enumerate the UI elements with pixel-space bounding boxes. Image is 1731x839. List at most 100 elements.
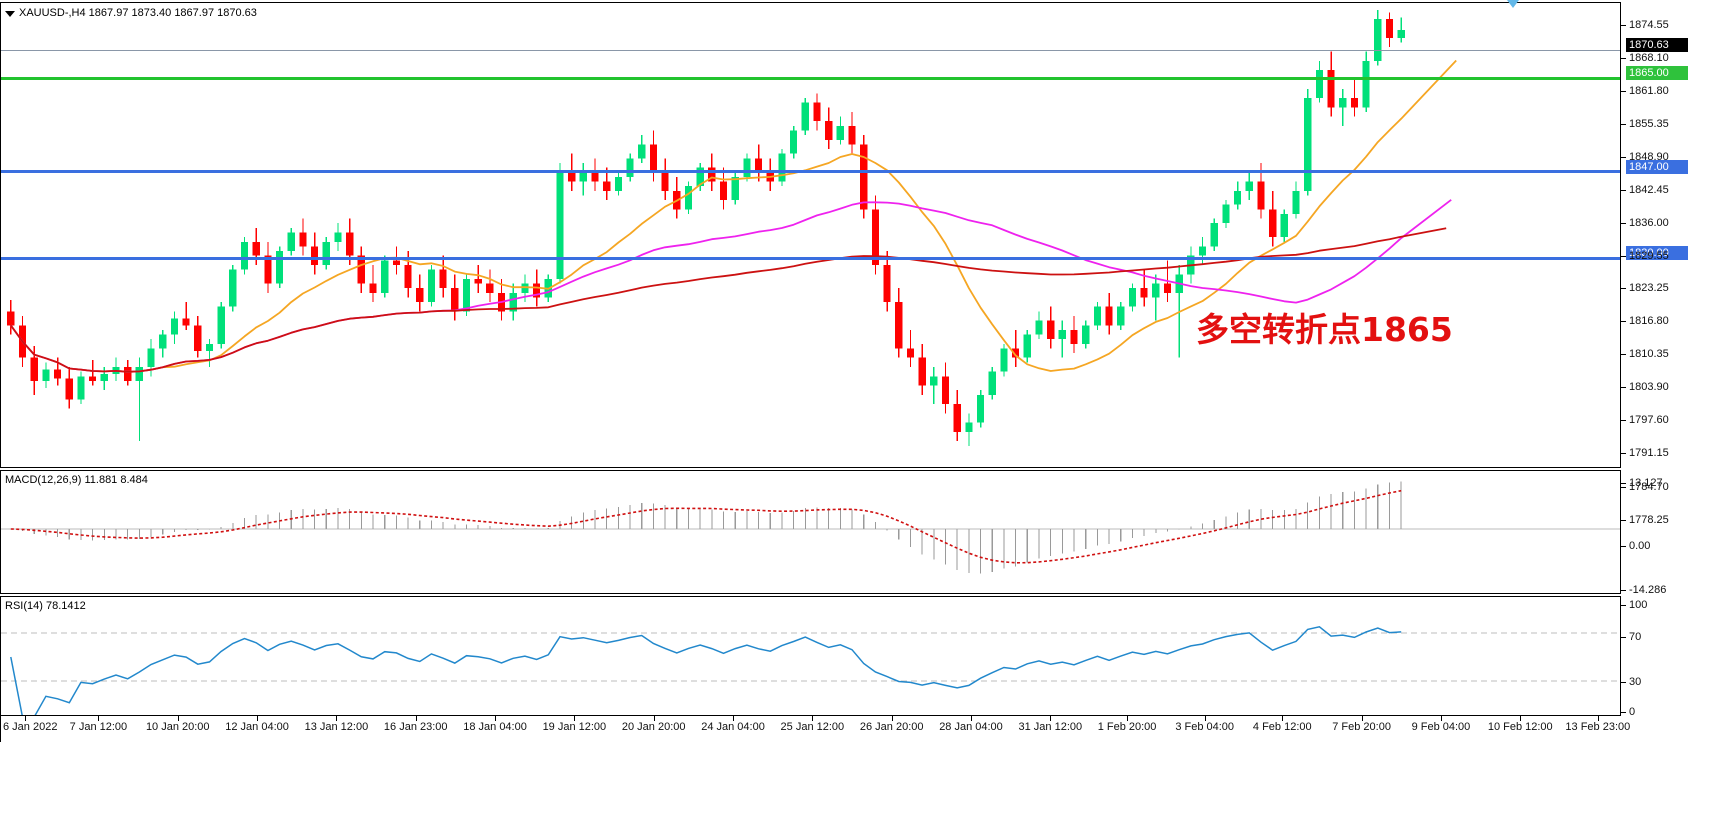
price-axis-label: 1810.35 xyxy=(1629,348,1669,360)
rsi-plot-area[interactable] xyxy=(1,597,1620,715)
time-axis-label: 20 Jan 20:00 xyxy=(621,721,686,733)
price-axis-tag: 1865.00 xyxy=(1626,66,1688,80)
price-axis-label: 1874.55 xyxy=(1629,19,1669,31)
axis-tick xyxy=(1621,483,1626,484)
price-axis-label: 13.127 xyxy=(1629,477,1663,489)
time-axis-label: 9 Feb 04:00 xyxy=(1411,721,1471,733)
time-axis-label: 24 Jan 04:00 xyxy=(701,721,765,733)
axis-tick xyxy=(1621,420,1626,421)
axis-tick xyxy=(1621,487,1626,488)
time-axis-tick xyxy=(733,716,735,721)
time-axis-tick xyxy=(812,716,814,721)
time-axis-tick xyxy=(495,716,497,721)
time-axis-tick xyxy=(25,716,27,721)
axis-tick xyxy=(1621,387,1626,388)
axis-tick xyxy=(1621,637,1626,638)
time-axis-label: 3 Feb 04:00 xyxy=(1175,721,1235,733)
price-axis-label: 1868.10 xyxy=(1629,52,1669,64)
cursor-marker-icon xyxy=(1507,0,1519,8)
time-axis-label: 12 Jan 04:00 xyxy=(225,721,289,733)
price-axis-label: 1836.00 xyxy=(1629,217,1669,229)
time-axis-label: 7 Jan 12:00 xyxy=(69,721,128,733)
price-level-line-1847[interactable] xyxy=(1,170,1620,173)
time-axis-tick xyxy=(1520,716,1522,721)
time-axis-tick xyxy=(1127,716,1129,721)
price-axis-label: 30 xyxy=(1629,676,1642,688)
time-axis-tick xyxy=(1282,716,1284,721)
time-axis-tick xyxy=(891,716,893,721)
time-axis-label: 13 Jan 12:00 xyxy=(304,721,369,733)
time-axis-tick xyxy=(653,716,655,721)
price-axis-label: 1816.80 xyxy=(1629,315,1669,327)
time-axis-label: 7 Feb 20:00 xyxy=(1332,721,1391,733)
axis-tick xyxy=(1621,546,1626,547)
time-axis-tick xyxy=(1204,716,1206,721)
axis-tick xyxy=(1621,354,1626,355)
price-axis-tag: 1847.00 xyxy=(1626,160,1688,174)
price-axis-label: 1791.15 xyxy=(1629,447,1669,459)
price-axis-label: -14.286 xyxy=(1629,584,1667,596)
price-chart-panel[interactable]: XAUUSD-,H4 1867.97 1873.40 1867.97 1870.… xyxy=(0,2,1621,468)
bottom-blank-strip xyxy=(0,742,1731,839)
vertical-price-axis[interactable]: 1874.55 1870.63 1868.10 1865.00 1861.80 1855.… xyxy=(1621,0,1731,839)
price-level-line-1830[interactable] xyxy=(1,257,1620,260)
price-axis-label: 1803.90 xyxy=(1629,381,1669,393)
time-axis-tick xyxy=(98,716,100,721)
axis-tick xyxy=(1621,124,1626,125)
time-axis-label: 1 Feb 20:00 xyxy=(1097,721,1157,733)
time-axis-label: 28 Jan 04:00 xyxy=(939,721,1003,733)
time-axis-tick xyxy=(1440,716,1442,721)
time-axis-label: 26 Jan 20:00 xyxy=(859,721,924,733)
price-axis-label: 1784.70 xyxy=(1629,481,1669,493)
axis-tick xyxy=(1621,91,1626,92)
price-axis-label: 1842.45 xyxy=(1629,184,1669,196)
price-axis-tag: 1870.63 xyxy=(1626,38,1688,52)
time-axis-label: 13 Feb 23:00 xyxy=(1565,721,1631,733)
axis-tick xyxy=(1621,712,1626,713)
time-axis-tick xyxy=(574,716,576,721)
time-axis-label: 16 Jan 23:00 xyxy=(383,721,448,733)
time-axis-label: 31 Jan 12:00 xyxy=(1018,721,1083,733)
time-axis-label: 6 Jan 2022 xyxy=(3,721,58,733)
time-axis-tick xyxy=(1361,716,1363,721)
macd-series-svg xyxy=(1,481,1620,574)
macd-panel[interactable]: MACD(12,26,9) 11.881 8.484 xyxy=(0,470,1621,594)
price-axis-label: 0 xyxy=(1629,706,1636,718)
axis-tick xyxy=(1621,288,1626,289)
time-axis-tick xyxy=(257,716,259,721)
price-axis-label: 1861.80 xyxy=(1629,85,1669,97)
price-axis-label: 1778.25 xyxy=(1629,514,1669,526)
macd-plot-area[interactable] xyxy=(1,471,1620,593)
axis-tick xyxy=(1621,590,1626,591)
symbol-header: XAUUSD-,H4 1867.97 1873.40 1867.97 1870.… xyxy=(5,7,257,19)
price-level-line-current[interactable] xyxy=(1,50,1620,51)
price-axis-label: 1797.60 xyxy=(1629,414,1669,426)
axis-tick xyxy=(1621,157,1626,158)
rsi-series-svg xyxy=(1,625,1620,715)
time-axis-label: 25 Jan 12:00 xyxy=(780,721,845,733)
horizontal-time-axis[interactable]: 6 Jan 2022 7 Jan 12:00 10 Jan 20:00 12 Jan … xyxy=(0,716,1630,742)
time-axis-label: 10 Feb 12:00 xyxy=(1487,721,1553,733)
time-axis-tick xyxy=(415,716,417,721)
axis-tick xyxy=(1621,190,1626,191)
price-axis-label: 70 xyxy=(1629,631,1642,643)
price-axis-label: 1829.55 xyxy=(1629,250,1669,262)
axis-tick xyxy=(1621,605,1626,606)
time-axis-label: 4 Feb 12:00 xyxy=(1252,721,1312,733)
axis-tick xyxy=(1621,256,1626,257)
axis-tick xyxy=(1621,25,1626,26)
symbol-header-text: XAUUSD-,H4 1867.97 1873.40 1867.97 1870.… xyxy=(19,7,257,19)
rsi-indicator-label: RSI(14) 78.1412 xyxy=(5,600,86,612)
price-plot-area[interactable] xyxy=(1,3,1620,467)
price-axis-label: 0.00 xyxy=(1629,540,1651,552)
chart-text-annotation: 多空转折点1865 xyxy=(1196,310,1453,349)
axis-tick xyxy=(1621,223,1626,224)
price-level-line-1865[interactable] xyxy=(1,77,1620,80)
triangle-down-icon[interactable] xyxy=(5,11,15,17)
rsi-panel[interactable]: RSI(14) 78.1412 xyxy=(0,596,1621,716)
time-axis-label: 19 Jan 12:00 xyxy=(542,721,607,733)
axis-tick xyxy=(1621,520,1626,521)
time-axis-tick xyxy=(177,716,179,721)
time-axis-tick xyxy=(1597,716,1599,721)
